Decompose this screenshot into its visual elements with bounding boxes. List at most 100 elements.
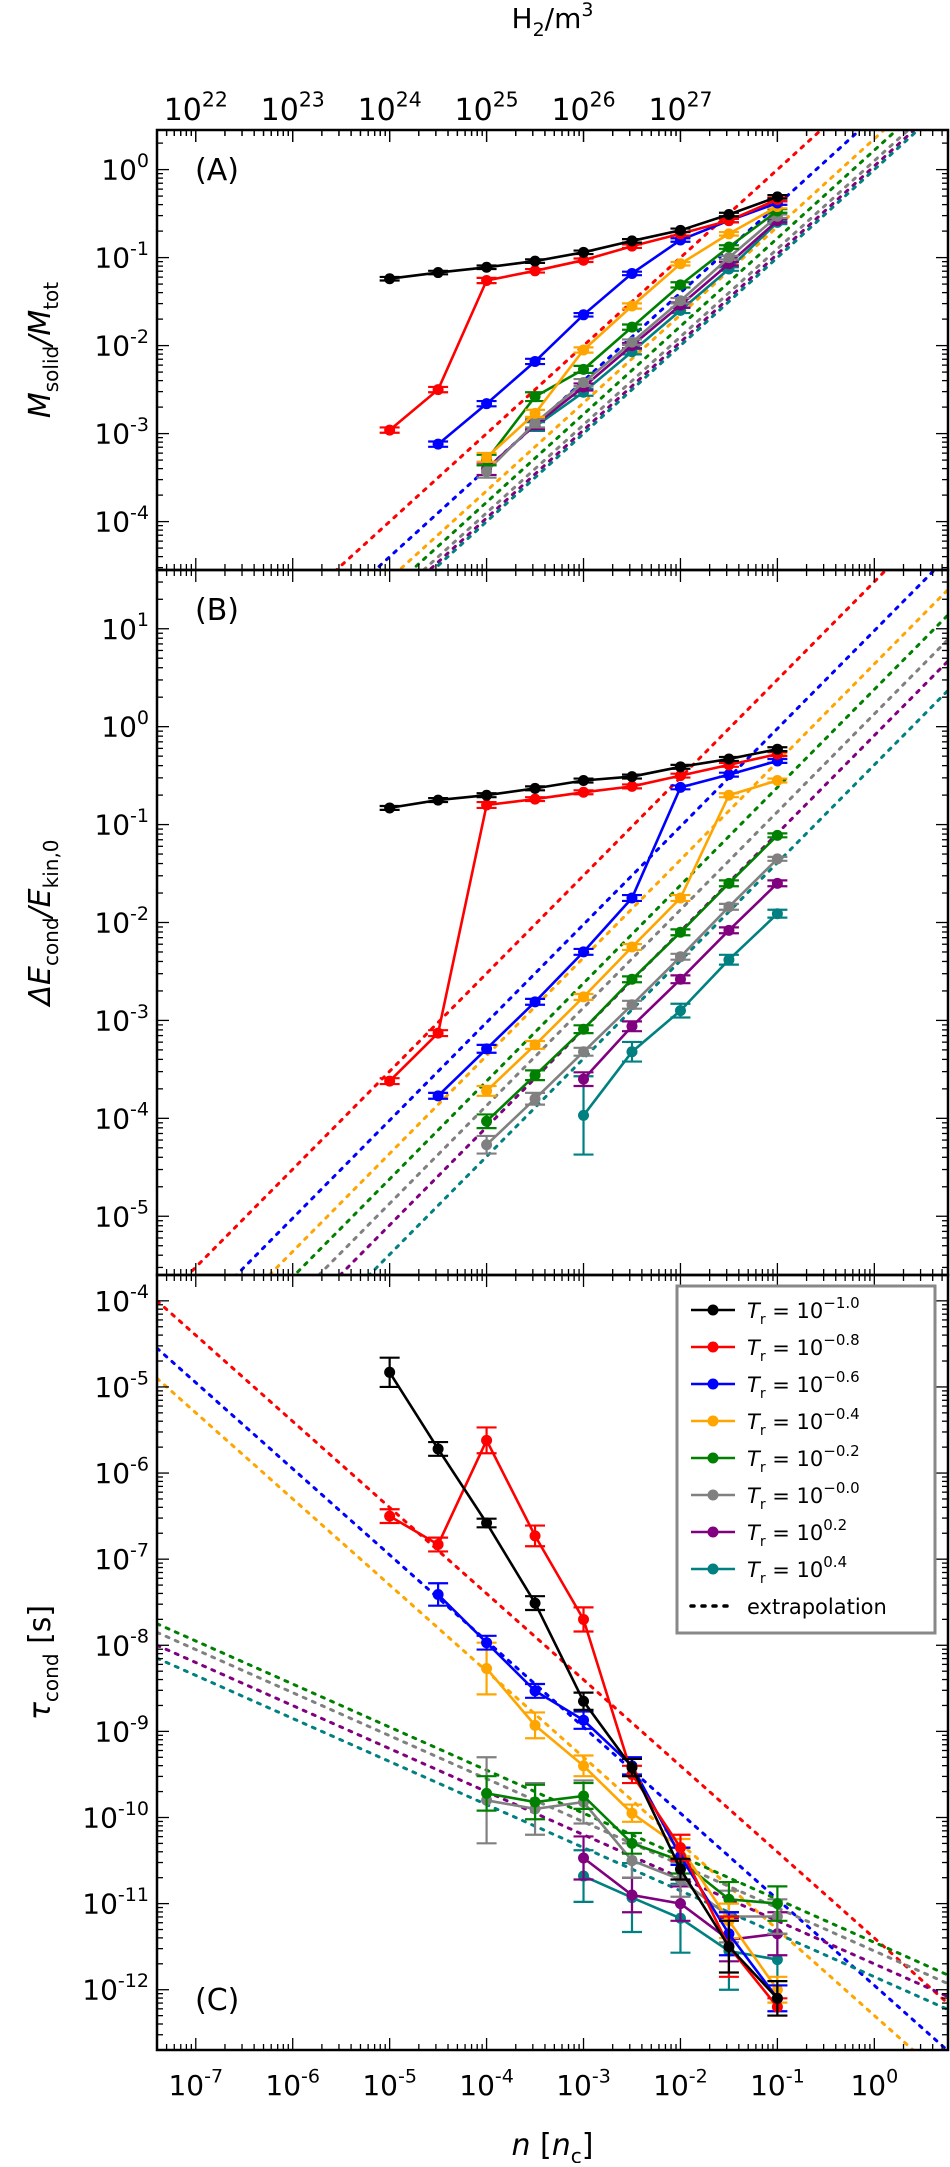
data-point — [578, 254, 590, 266]
extrapolation-line-T0.4 — [367, 688, 948, 1275]
data-point — [529, 1530, 541, 1542]
series-T-1.0 — [379, 1356, 788, 2017]
panel-frame-A — [155, 128, 950, 572]
data-point — [529, 1597, 541, 1609]
data-point — [529, 407, 541, 419]
data-point — [626, 235, 638, 247]
legend-label-T-0.6: Tr = 10−0.6 — [747, 1368, 860, 1402]
legend: Tr = 10−1.0Tr = 10−0.8Tr = 10−0.6Tr = 10… — [675, 1284, 937, 1635]
y-tick-label: 100 — [101, 150, 149, 187]
data-point — [529, 782, 541, 794]
series-T-0.0 — [476, 210, 788, 479]
data-point — [771, 1898, 783, 1910]
data-point — [626, 1762, 638, 1774]
data-point — [771, 743, 783, 755]
legend-label-T-0.8: Tr = 10−0.8 — [747, 1331, 860, 1365]
extrapolation-line-T-0.6 — [234, 570, 937, 1275]
legend-label-T0.2: Tr = 100.2 — [747, 1516, 847, 1550]
series-T0.2 — [573, 877, 788, 1088]
y-tick-label: 10-9 — [94, 1712, 149, 1749]
data-point — [384, 273, 396, 285]
data-point — [626, 780, 638, 792]
data-point — [578, 363, 590, 375]
data-point — [481, 1517, 493, 1529]
extrapolation-line-T-0.4 — [157, 1376, 916, 2050]
data-point — [723, 1941, 735, 1953]
extrapolation-line-T0.2 — [427, 130, 917, 570]
data-point — [529, 391, 541, 403]
y-tick-label: 10-4 — [94, 1099, 149, 1136]
data-point — [432, 267, 444, 279]
data-point — [578, 1760, 590, 1772]
x-axis-label: n [nc] — [512, 2128, 594, 2163]
data-point — [481, 451, 493, 463]
panel-frame-C — [155, 1273, 950, 2052]
data-point — [626, 300, 638, 312]
panel-B: 101 100 10-1 10-2 10-3 10-4 10-5 (B) ΔEcond/Ekin… — [23, 568, 950, 1277]
legend-marker-T0.4 — [707, 1563, 719, 1575]
data-point — [626, 771, 638, 783]
data-point — [384, 1075, 396, 1087]
data-point — [674, 295, 686, 307]
data-point — [432, 438, 444, 450]
x-tick-label: 10-7 — [168, 2065, 223, 2102]
top-x-tick-label: 1027 — [648, 88, 712, 129]
data-point — [771, 829, 783, 841]
top-x-tick-label: 1022 — [164, 88, 228, 129]
data-point — [481, 1085, 493, 1097]
extrapolation-line-T-0.4 — [397, 130, 887, 570]
data-point — [529, 1719, 541, 1731]
extrapolation-line-T0.2 — [157, 1643, 948, 1999]
data-point — [481, 1139, 493, 1151]
plot-area-A — [334, 130, 921, 570]
plot-area-C — [157, 1299, 948, 2050]
data-point — [626, 321, 638, 333]
data-point — [578, 1046, 590, 1058]
data-point — [578, 775, 590, 787]
y-tick-label: 10-12 — [82, 1970, 149, 2007]
panel-A: 100 10-1 10-2 10-3 10-4 (A) Msolid/Mtot — [23, 128, 950, 572]
data-point — [578, 1073, 590, 1085]
data-point — [674, 892, 686, 904]
data-point — [578, 377, 590, 389]
extrapolation-line-T0.2 — [338, 659, 948, 1275]
series-T-1.0 — [379, 191, 788, 285]
data-point — [674, 224, 686, 236]
data-point — [626, 1807, 638, 1819]
data-point — [529, 417, 541, 429]
data-point — [578, 1790, 590, 1802]
plot-area-B — [185, 570, 948, 1275]
legend-label-T-0.4: Tr = 10−0.4 — [747, 1405, 860, 1439]
data-point — [578, 1714, 590, 1726]
extrapolation-line-T-0.8 — [157, 1299, 948, 2005]
data-point — [432, 384, 444, 396]
y-tick-label: 10-5 — [94, 1197, 149, 1234]
data-point — [578, 991, 590, 1003]
data-point — [626, 1020, 638, 1032]
data-point — [674, 761, 686, 773]
data-point — [723, 901, 735, 913]
data-point — [481, 261, 493, 273]
data-point — [771, 877, 783, 889]
data-point — [674, 973, 686, 985]
data-point — [723, 789, 735, 801]
series-T-0.2 — [476, 829, 788, 1130]
data-point — [723, 252, 735, 264]
data-point — [384, 1366, 396, 1378]
y-tick-label: 10-11 — [82, 1884, 149, 1921]
data-point — [626, 267, 638, 279]
data-point — [723, 241, 735, 253]
x-tick-label: 10-1 — [750, 2065, 805, 2102]
data-point — [578, 344, 590, 356]
data-point — [529, 996, 541, 1008]
data-point — [529, 265, 541, 277]
x-tick-label: 10-5 — [362, 2065, 417, 2102]
panel-label-C: (C) — [195, 1983, 239, 2018]
data-point — [529, 1796, 541, 1808]
data-point — [771, 1954, 783, 1966]
data-point — [771, 908, 783, 920]
y-tick-label: 101 — [101, 609, 149, 646]
data-point — [723, 954, 735, 966]
y-tick-label: 10-8 — [94, 1626, 149, 1663]
data-point — [529, 1685, 541, 1697]
